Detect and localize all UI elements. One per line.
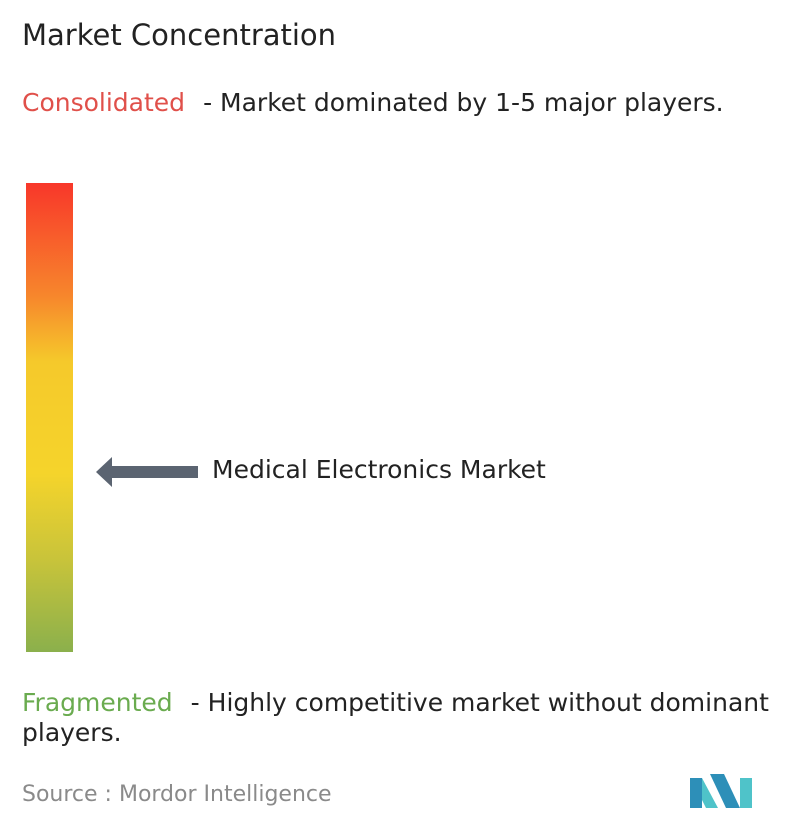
logo-part [690, 778, 702, 808]
fragmented-description: - Highly competitive market without domi… [22, 688, 769, 747]
concentration-scale [26, 183, 73, 652]
logo-part [710, 774, 740, 808]
logo-part [702, 778, 718, 808]
arrow-shape [96, 457, 198, 487]
fragmented-label: Fragmented [22, 688, 173, 717]
logo [690, 774, 752, 808]
source: Source : Mordor Intelligence [22, 782, 332, 807]
consolidated-block: Consolidated - Market dominated by 1-5 ma… [22, 88, 792, 118]
fragmented-block: Fragmented - Highly competitive market wi… [22, 688, 792, 748]
title: Market Concentration [22, 18, 337, 52]
consolidated-label: Consolidated [22, 88, 186, 117]
arrow [96, 457, 198, 487]
consolidated-description: - Market dominated by 1-5 major players. [203, 88, 724, 117]
market-label: Medical Electronics Market [212, 455, 546, 484]
logo-part [740, 778, 752, 808]
